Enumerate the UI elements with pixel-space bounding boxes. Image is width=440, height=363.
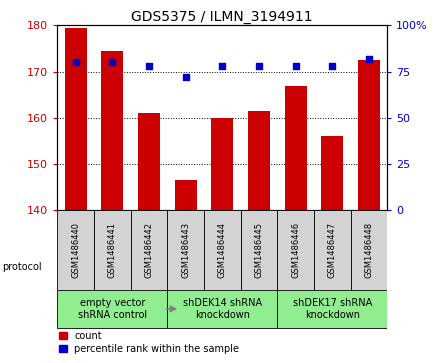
Text: protocol: protocol: [2, 262, 42, 272]
Text: GSM1486445: GSM1486445: [254, 222, 264, 278]
Bar: [314, 211, 351, 290]
Text: shDEK14 shRNA
knockdown: shDEK14 shRNA knockdown: [183, 298, 262, 320]
Text: GSM1486447: GSM1486447: [328, 222, 337, 278]
Bar: [211, 118, 233, 211]
Point: [292, 63, 299, 69]
Point: [219, 63, 226, 69]
Text: GSM1486448: GSM1486448: [364, 222, 374, 278]
Bar: [65, 28, 87, 211]
Text: GSM1486441: GSM1486441: [108, 222, 117, 278]
Bar: [241, 211, 277, 290]
Bar: [321, 136, 343, 211]
Bar: [167, 211, 204, 290]
Point: [145, 63, 152, 69]
Text: GSM1486442: GSM1486442: [144, 222, 154, 278]
Bar: [175, 180, 197, 211]
Text: GSM1486443: GSM1486443: [181, 222, 190, 278]
Bar: [167, 290, 277, 328]
Bar: [57, 290, 167, 328]
Point: [182, 74, 189, 80]
Bar: [57, 211, 94, 290]
Bar: [277, 211, 314, 290]
Text: empty vector
shRNA control: empty vector shRNA control: [77, 298, 147, 320]
Point: [255, 63, 262, 69]
Point: [365, 56, 372, 62]
Text: GSM1486440: GSM1486440: [71, 222, 80, 278]
Text: GSM1486446: GSM1486446: [291, 222, 300, 278]
Text: GSM1486444: GSM1486444: [218, 222, 227, 278]
Bar: [101, 51, 123, 211]
Bar: [358, 60, 380, 211]
Bar: [94, 211, 131, 290]
Bar: [277, 290, 387, 328]
Bar: [248, 111, 270, 211]
Bar: [131, 211, 167, 290]
Title: GDS5375 / ILMN_3194911: GDS5375 / ILMN_3194911: [132, 11, 313, 24]
Legend: count, percentile rank within the sample: count, percentile rank within the sample: [59, 331, 239, 354]
Bar: [351, 211, 387, 290]
Point: [109, 60, 116, 65]
Bar: [138, 113, 160, 211]
Text: shDEK17 shRNA
knockdown: shDEK17 shRNA knockdown: [293, 298, 372, 320]
Bar: [204, 211, 241, 290]
Point: [72, 60, 79, 65]
Bar: [285, 86, 307, 211]
Point: [329, 63, 336, 69]
